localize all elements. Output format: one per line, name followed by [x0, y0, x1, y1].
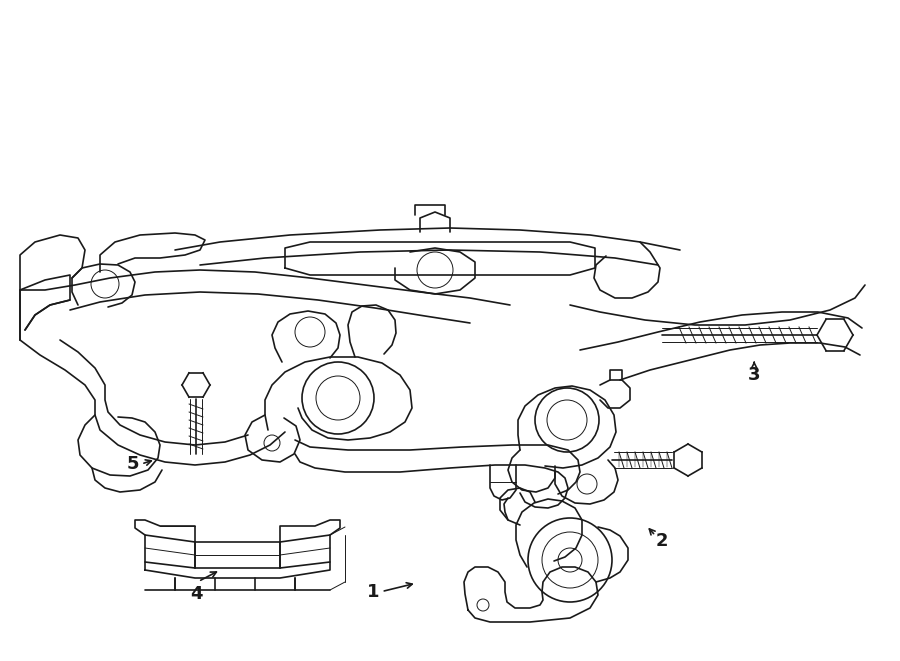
Text: 4: 4: [190, 584, 203, 603]
Text: 1: 1: [367, 582, 380, 601]
Text: 2: 2: [655, 531, 668, 550]
Text: 5: 5: [127, 455, 140, 473]
Text: 3: 3: [748, 366, 760, 385]
